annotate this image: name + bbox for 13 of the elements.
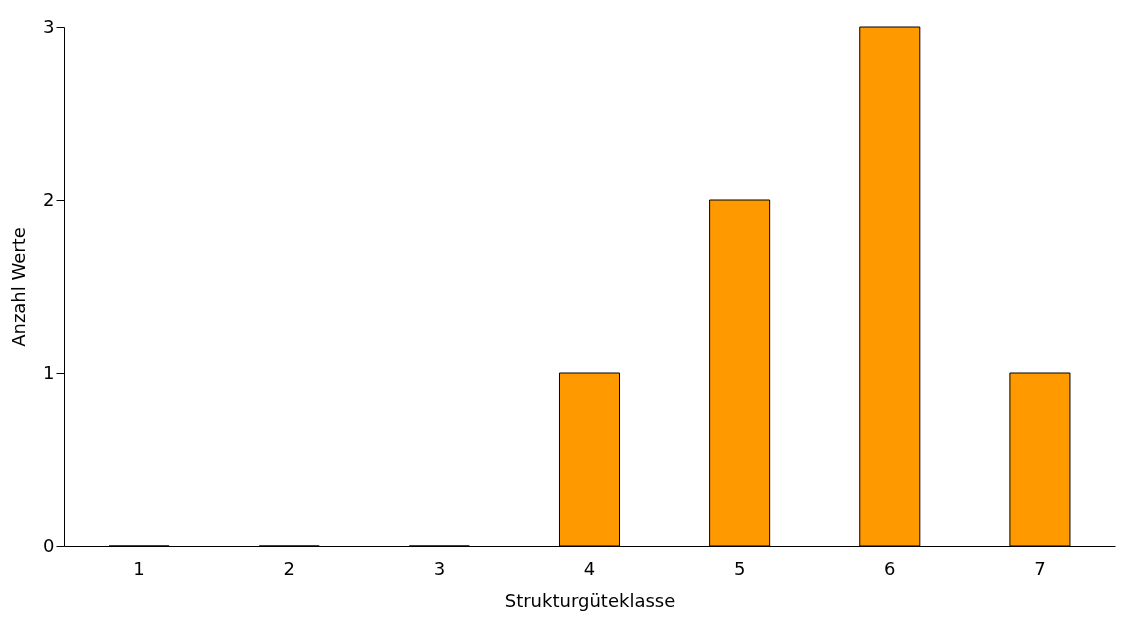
x-tick-label: 5 — [733, 557, 746, 579]
x-tick-label: 1 — [133, 557, 145, 579]
y-tick-label: 2 — [43, 188, 55, 210]
x-tick-label: 2 — [283, 557, 295, 579]
y-tick-label: 1 — [43, 361, 55, 383]
y-axis-title: Anzahl Werte — [8, 227, 30, 347]
x-tick-label: 3 — [433, 557, 446, 579]
x-tick-label: 6 — [884, 557, 896, 579]
x-tick-label: 4 — [583, 557, 596, 579]
x-tick-label: 7 — [1034, 557, 1046, 579]
y-tick-label: 0 — [43, 534, 55, 556]
x-axis-title: Strukturgüteklasse — [504, 589, 676, 611]
y-tick-label: 3 — [43, 15, 55, 37]
